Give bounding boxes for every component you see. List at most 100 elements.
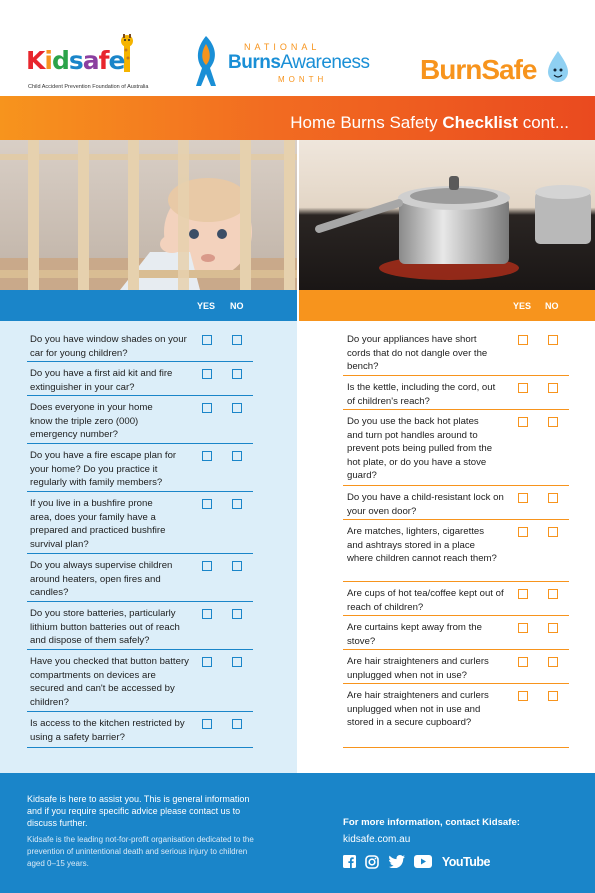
yes-checkbox[interactable] xyxy=(202,657,212,667)
no-checkbox[interactable] xyxy=(548,335,558,345)
no-checkbox[interactable] xyxy=(548,527,558,537)
left-checklist-panel xyxy=(0,321,297,773)
yes-checkbox[interactable] xyxy=(202,451,212,461)
checklist-question: If you live in a bushfire prone area, do… xyxy=(30,498,166,550)
no-column-label: NO xyxy=(545,301,559,311)
yes-column-label: YES xyxy=(197,301,216,311)
burnsafe-wordmark: BurnSafe xyxy=(420,54,537,85)
row-divider xyxy=(27,747,253,748)
checklist-question: Does everyone in your home know the trip… xyxy=(30,402,153,440)
title-bar: Home Burns Safety Checklist cont... xyxy=(0,96,595,140)
yes-checkbox[interactable] xyxy=(518,383,528,393)
yes-checkbox[interactable] xyxy=(202,403,212,413)
youtube-label[interactable]: YouTube xyxy=(441,854,491,869)
no-checkbox[interactable] xyxy=(548,691,558,701)
baw-national-label: NATIONAL xyxy=(244,42,321,52)
checklist-question: Do you have a first aid kit and fire ext… xyxy=(30,368,173,393)
row-divider xyxy=(343,485,569,486)
column-divider xyxy=(297,290,299,773)
page-title: Home Burns Safety Checklist cont... xyxy=(290,113,569,133)
yes-checkbox[interactable] xyxy=(202,719,212,729)
row-divider xyxy=(27,361,253,362)
yes-checkbox[interactable] xyxy=(518,691,528,701)
checklist-question: Are hair straighteners and curlers unplu… xyxy=(347,656,489,681)
instagram-icon[interactable] xyxy=(365,854,380,869)
no-checkbox[interactable] xyxy=(232,335,242,345)
baby-safety-gate-photo xyxy=(0,140,297,290)
about-kidsafe: Kidsafe is the leading not-for-profit or… xyxy=(27,835,254,868)
yes-checkbox[interactable] xyxy=(202,335,212,345)
no-checkbox[interactable] xyxy=(232,719,242,729)
row-divider xyxy=(343,615,569,616)
twitter-icon[interactable] xyxy=(388,855,405,869)
yes-checkbox[interactable] xyxy=(518,527,528,537)
website-link[interactable]: kidsafe.com.au xyxy=(343,834,411,845)
no-checkbox[interactable] xyxy=(232,369,242,379)
row-divider xyxy=(27,649,253,650)
burns-awareness-month-logo[interactable]: NATIONAL BurnsAwareness MONTH xyxy=(192,34,392,94)
social-links: YouTube xyxy=(343,853,490,871)
checklist-question: Are cups of hot tea/coffee kept out of r… xyxy=(347,588,504,613)
no-checkbox[interactable] xyxy=(548,657,558,667)
kidsafe-logo[interactable]: Kidsafe Child Accident Prevention Founda… xyxy=(22,34,154,94)
left-column-header: YES NO xyxy=(0,290,297,321)
checklist-question: Do you use the back hot plates and turn … xyxy=(347,416,493,481)
no-checkbox[interactable] xyxy=(232,657,242,667)
baw-title-bold: Burns xyxy=(228,52,281,73)
no-checkbox[interactable] xyxy=(232,609,242,619)
row-divider xyxy=(343,409,569,410)
no-checkbox[interactable] xyxy=(232,499,242,509)
checklist-question: Are curtains kept away from the stove? xyxy=(347,622,482,647)
no-checkbox[interactable] xyxy=(232,403,242,413)
baw-title-rest: Awareness xyxy=(280,52,370,73)
row-divider xyxy=(27,553,253,554)
title-bold: Checklist xyxy=(442,113,518,132)
row-divider xyxy=(27,711,253,712)
assist-statement: Kidsafe is here to assist you. This is g… xyxy=(27,794,250,828)
right-column-header: YES NO xyxy=(299,290,595,321)
no-checkbox[interactable] xyxy=(548,383,558,393)
yes-checkbox[interactable] xyxy=(518,657,528,667)
yes-checkbox[interactable] xyxy=(518,589,528,599)
title-prefix: Home Burns Safety xyxy=(290,113,443,132)
row-divider xyxy=(343,375,569,376)
yes-checkbox[interactable] xyxy=(202,561,212,571)
yes-column-label: YES xyxy=(513,301,532,311)
no-checkbox[interactable] xyxy=(548,589,558,599)
no-checkbox[interactable] xyxy=(232,561,242,571)
pot-on-cooktop-photo xyxy=(299,140,595,290)
facebook-icon[interactable] xyxy=(343,855,356,869)
yes-checkbox[interactable] xyxy=(202,609,212,619)
burnsafe-logo[interactable]: BurnSafe xyxy=(420,50,570,92)
giraffe-icon xyxy=(121,34,133,72)
no-checkbox[interactable] xyxy=(548,417,558,427)
yes-checkbox[interactable] xyxy=(202,369,212,379)
kidsafe-tagline: Child Accident Prevention Foundation of … xyxy=(28,84,149,90)
more-info-label: For more information, contact Kidsafe: xyxy=(343,817,520,828)
yes-checkbox[interactable] xyxy=(518,493,528,503)
checklist-question: Have you checked that button battery com… xyxy=(30,656,189,708)
header: Kidsafe Child Accident Prevention Founda… xyxy=(0,0,595,96)
no-checkbox[interactable] xyxy=(232,451,242,461)
checklist-question: Do you have a fire escape plan for your … xyxy=(30,450,177,488)
flame-ribbon-icon xyxy=(196,36,216,86)
no-column-label: NO xyxy=(230,301,244,311)
row-divider xyxy=(343,519,569,520)
row-divider xyxy=(27,443,253,444)
row-divider xyxy=(343,683,569,684)
no-checkbox[interactable] xyxy=(548,623,558,633)
checklist-question: Do you store batteries, particularly lit… xyxy=(30,608,180,646)
checklist-question: Do you have window shades on your car fo… xyxy=(30,334,187,359)
yes-checkbox[interactable] xyxy=(518,335,528,345)
row-divider xyxy=(343,649,569,650)
yes-checkbox[interactable] xyxy=(518,417,528,427)
row-divider xyxy=(343,581,569,582)
checklist-question: Do your appliances have short cords that… xyxy=(347,334,488,372)
right-checklist-panel xyxy=(299,321,595,773)
yes-checkbox[interactable] xyxy=(202,499,212,509)
youtube-play-icon[interactable] xyxy=(414,855,433,869)
row-divider xyxy=(27,395,253,396)
no-checkbox[interactable] xyxy=(548,493,558,503)
title-suffix: cont... xyxy=(517,113,569,132)
yes-checkbox[interactable] xyxy=(518,623,528,633)
